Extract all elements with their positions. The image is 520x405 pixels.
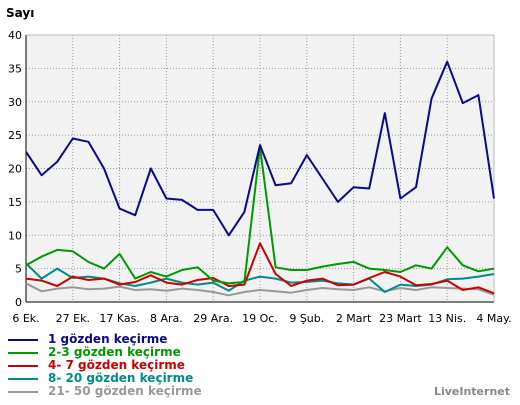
x-tick-label: 27 Ek. xyxy=(56,312,90,325)
x-tick-label: 19 Oc. xyxy=(242,312,278,325)
legend-swatch xyxy=(8,378,38,380)
y-tick-label: 10 xyxy=(8,229,22,242)
legend-label: 2-3 gözden keçirme xyxy=(48,345,181,359)
y-tick-label: 40 xyxy=(8,29,22,42)
y-tick-label: 5 xyxy=(15,263,22,276)
legend-swatch xyxy=(8,352,38,354)
x-tick-label: 13 Nis. xyxy=(428,312,466,325)
series-line xyxy=(25,282,495,297)
watermark: LiveInternet xyxy=(433,385,510,398)
legend-swatch xyxy=(8,391,38,393)
x-tick-label: 2 Mart xyxy=(336,312,372,325)
y-axis-label: Sayı xyxy=(6,6,34,20)
y-tick-label: 25 xyxy=(8,129,22,142)
legend-label: 21- 50 gözden keçirme xyxy=(48,384,202,398)
y-tick-labels: 0 5 10 15 20 25 30 35 40 xyxy=(8,29,22,309)
x-tick-label: 17 Kas. xyxy=(99,312,139,325)
y-tick-label: 30 xyxy=(8,96,22,109)
y-tick-label: 15 xyxy=(8,196,22,209)
x-tick-label: 9 Şub. xyxy=(289,312,324,325)
y-tick-label: 35 xyxy=(8,62,22,75)
series-line xyxy=(25,242,495,295)
grid xyxy=(26,35,494,302)
x-tick-labels: 6 Ek. 27 Ek. 17 Kas. 8 Ara. 29 Ara. 19 Oc. 9 Ş… xyxy=(12,312,511,325)
series-group xyxy=(25,60,495,297)
legend-label: 1 gözden keçirme xyxy=(48,332,168,346)
line-chart: Sayı 0 5 10 15 20 25 30 35 40 6 Ek. 27 Ek. 17 Kas.… xyxy=(6,6,512,325)
x-tick-label: 29 Ara. xyxy=(193,312,233,325)
legend-label: 8- 20 gözden keçirme xyxy=(48,371,194,385)
y-tick-label: 0 xyxy=(15,296,22,309)
legend-swatch xyxy=(8,339,38,341)
x-tick-label: 4 May. xyxy=(476,312,511,325)
x-tick-label: 23 Mart xyxy=(379,312,422,325)
legend-label: 4- 7 gözden keçirme xyxy=(48,358,185,372)
legend-swatch xyxy=(8,365,38,367)
y-tick-label: 20 xyxy=(8,163,22,176)
series-line xyxy=(25,60,495,237)
x-tick-label: 8 Ara. xyxy=(150,312,183,325)
x-tick-label: 6 Ek. xyxy=(12,312,39,325)
axes xyxy=(25,34,495,303)
